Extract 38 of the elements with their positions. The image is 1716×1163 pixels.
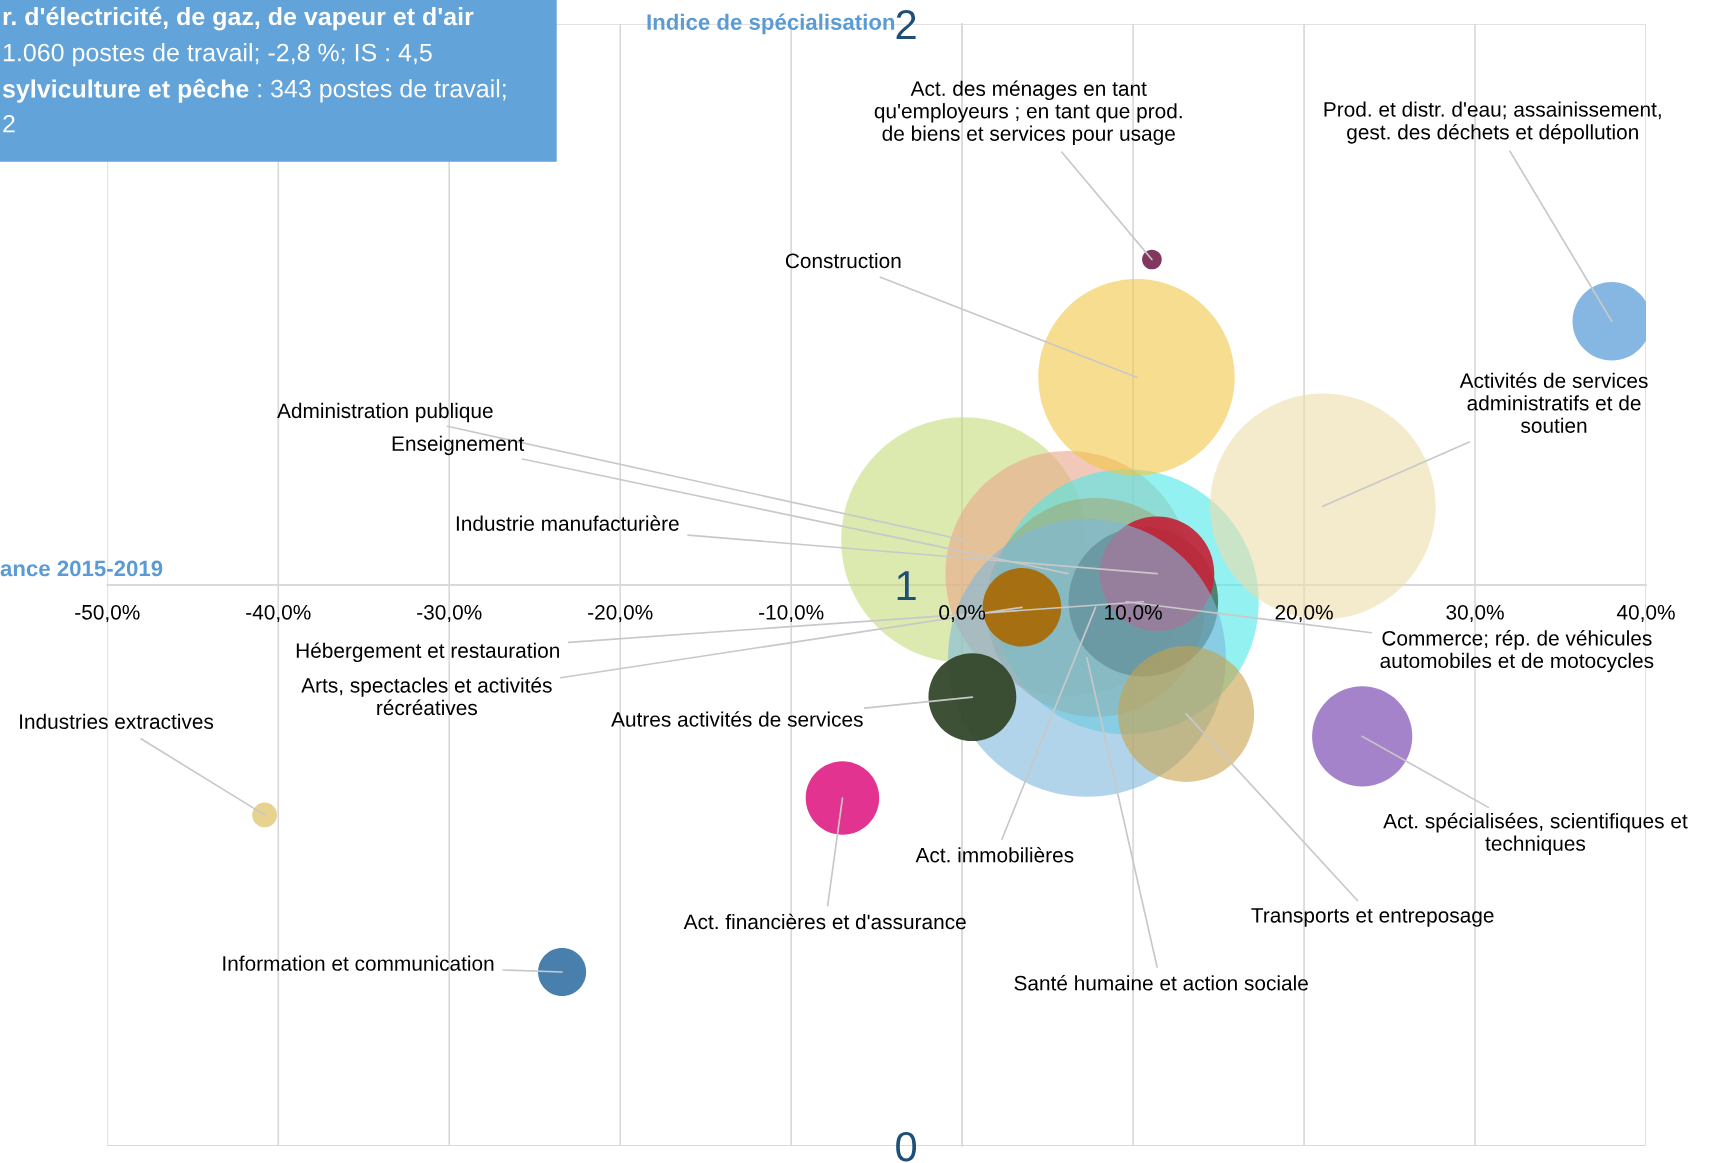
text: Industrie manufacturière bbox=[456, 515, 679, 531]
x-tick-label: 30,0% bbox=[1446, 604, 1504, 623]
text: Commerce; rép. de véhicules automobiles et de motocycles bbox=[1380, 630, 1654, 673]
text: Information et communication bbox=[223, 955, 494, 971]
text: 2 bbox=[3, 114, 15, 133]
y-tick-label: 1 bbox=[897, 571, 916, 600]
annotation: r. d'électricité, de gaz, de vapeur et d'air bbox=[3, 6, 474, 31]
text: Act. financières et d'assurance bbox=[683, 913, 966, 930]
text: Enseignement bbox=[392, 435, 525, 456]
x-tick-label: 40,0% bbox=[1616, 604, 1675, 623]
text: Santé humaine et action sociale bbox=[1014, 974, 1308, 991]
text: Act. des ménages en tant qu'employeurs ; en tant que prod. de biens et services pour usage bbox=[874, 80, 1182, 145]
x-axis-title: ance 2015-2019 bbox=[0, 560, 163, 577]
text: Prod. et distr. d'eau; assainissement, gest. des déchets et dépollution bbox=[1324, 101, 1661, 144]
text: Construction bbox=[785, 252, 901, 269]
y-axis-title: Indice de spécialisation bbox=[647, 13, 895, 35]
series-label: Act. spécialisées, scientifiques et techniques bbox=[1383, 812, 1688, 855]
text: Autres activités de services bbox=[611, 711, 863, 727]
y-tick-label: 2 bbox=[896, 9, 916, 39]
text: Administration publique bbox=[277, 402, 493, 423]
x-tick-label: -10,0% bbox=[759, 604, 824, 623]
annotation: sylviculture et pêche bbox=[2, 78, 249, 103]
x-tick-label: -20,0% bbox=[588, 604, 653, 623]
text: Arts, spectacles et activités récréatives bbox=[301, 677, 552, 716]
annotation: : 343 postes de travail; bbox=[258, 79, 506, 103]
x-tick-label: 20,0% bbox=[1275, 604, 1333, 623]
text: Transports et entreposage bbox=[1251, 908, 1494, 927]
x-tick-label: 0,0% bbox=[939, 604, 986, 623]
annotation: 1.060 postes de travail; -2,8 %; IS : 4,5 bbox=[3, 43, 432, 67]
x-tick-label: -30,0% bbox=[417, 604, 482, 623]
text: Hébergement et restauration bbox=[296, 642, 559, 663]
x-tick-label: 10,0% bbox=[1105, 604, 1162, 623]
text: Activités de services administratifs et de soutien bbox=[1459, 372, 1648, 433]
text: Act. immobilières bbox=[915, 846, 1074, 863]
y-tick-label: 0 bbox=[896, 1131, 917, 1162]
text: Industries extractives bbox=[20, 713, 214, 729]
x-tick-label: -40,0% bbox=[246, 604, 311, 623]
x-tick-label: -50,0% bbox=[75, 604, 140, 623]
